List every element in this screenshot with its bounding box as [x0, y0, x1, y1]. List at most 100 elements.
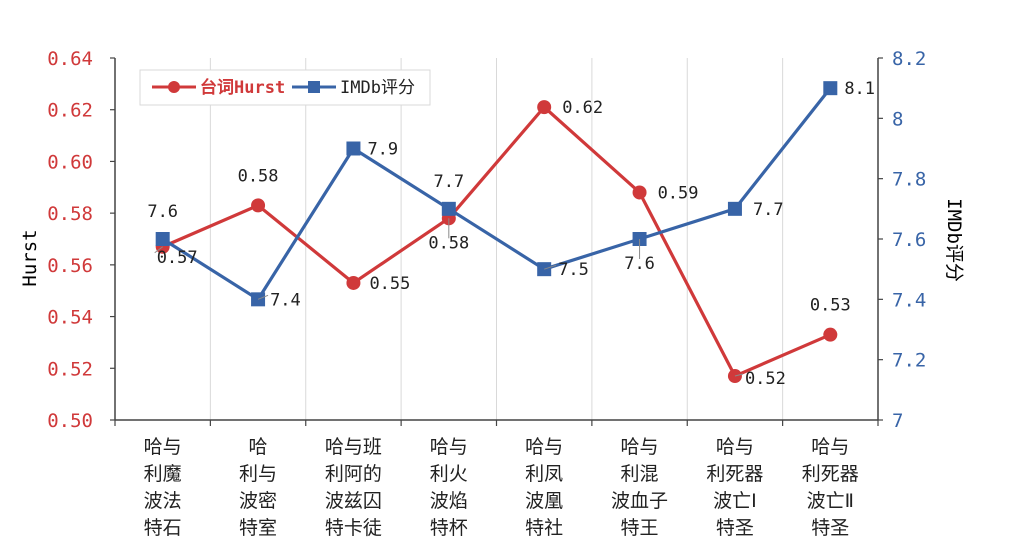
left-axis-title: Hurst [19, 229, 41, 286]
category-label-line: 哈与 [430, 436, 468, 458]
right-tick-label: 7.2 [892, 350, 926, 372]
series-lines [161, 87, 832, 378]
data-label-leader [257, 294, 269, 300]
hurst-data-label: 0.53 [810, 296, 851, 316]
hurst-data-label: 0.62 [562, 98, 603, 118]
category-label-line: 哈与班 [325, 436, 382, 458]
category-label: 哈与利死器波亡Ⅰ 特圣 [706, 436, 763, 539]
category-label-line: 哈与 [716, 436, 754, 458]
right-tick-label: 7.6 [892, 229, 926, 251]
hurst-point [346, 275, 361, 290]
imdb-point [823, 81, 838, 96]
category-label-line: 利与 [239, 463, 277, 485]
category-label-line: 波密 [239, 490, 277, 512]
imdb-point [441, 201, 456, 216]
legend-hurst-label: 台词Hurst [200, 77, 285, 98]
imdb-data-label: 8.1 [844, 79, 875, 99]
category-label-line: 波兹囚 [325, 490, 382, 512]
category-label: 哈与利死器波亡Ⅱ 特圣 [802, 436, 859, 539]
category-label-line: 哈 [249, 436, 268, 458]
hurst-data-label: 0.58 [238, 166, 279, 186]
hurst-data-label: 0.57 [157, 248, 198, 268]
right-tick-label: 8 [892, 108, 903, 130]
imdb-point [727, 201, 742, 216]
category-label-line: 哈与 [621, 436, 659, 458]
category-label-line: 特卡徒 [325, 517, 382, 539]
imdb-point [346, 141, 361, 156]
category-label: 哈利与波密特室 [239, 436, 277, 539]
right-axis-ticks: 7 7.2 7.4 7.6 7.8 8 8.2 [878, 48, 926, 432]
right-tick-label: 7.8 [892, 169, 926, 191]
left-tick-label: 0.52 [47, 358, 93, 380]
category-label-line: 利死器 [706, 463, 763, 485]
hurst-point [537, 100, 552, 115]
left-tick-label: 0.56 [47, 255, 93, 277]
data-label-leader [154, 246, 163, 254]
imdb-data-label: 7.7 [753, 200, 784, 220]
imdb-data-label: 7.7 [433, 172, 464, 192]
data-label-leader [544, 264, 557, 270]
hurst-point [823, 327, 838, 342]
category-label-line: 波焰 [430, 490, 468, 512]
hurst-line [162, 105, 831, 378]
category-label-line: 特圣 [716, 517, 754, 539]
category-label-line: 波凰 [525, 490, 563, 512]
hurst-data-label: 0.59 [658, 183, 699, 203]
right-tick-label: 7 [892, 410, 903, 432]
left-tick-label: 0.50 [47, 410, 93, 432]
hurst-point [251, 198, 266, 213]
category-label-line: 波血子 [611, 490, 668, 512]
category-label-line: 波法 [144, 490, 182, 512]
category-label: 哈与利魔波法特石 [144, 436, 182, 539]
category-label-line: 利混 [621, 463, 659, 485]
category-label-line: 特王 [621, 517, 659, 539]
data-labels: 0.57 0.58 0.55 0.58 0.62 0.59 0.52 0.53 7.6 7.4 7.… [147, 79, 875, 389]
category-label-line: 利死器 [802, 463, 859, 485]
imdb-data-label: 7.9 [367, 140, 398, 160]
hurst-data-label: 0.58 [428, 233, 469, 253]
legend-hurst-marker [168, 81, 180, 93]
left-tick-label: 0.60 [47, 151, 93, 173]
category-label: 哈与利凤波凰特社 [525, 436, 563, 539]
imdb-data-label: 7.6 [147, 202, 178, 222]
category-label-line: 利凤 [525, 463, 563, 485]
left-axis-ticks: 0.50 0.52 0.54 0.56 0.58 0.60 0.62 0.64 [47, 48, 115, 432]
right-axis-title: IMDb评分 [943, 198, 965, 282]
imdb-data-label: 7.4 [270, 290, 301, 310]
category-label-line: 特室 [239, 517, 277, 539]
category-label-line: 特石 [144, 517, 182, 539]
left-tick-label: 0.58 [47, 203, 93, 225]
right-tick-label: 7.4 [892, 289, 926, 311]
category-label-line: 利阿的 [325, 463, 382, 485]
imdb-data-label: 7.6 [624, 254, 655, 274]
category-label: 哈与利火波焰特杯 [430, 436, 468, 539]
right-tick-label: 8.2 [892, 48, 926, 70]
imdb-line [161, 87, 832, 301]
hurst-data-label: 0.55 [369, 274, 410, 294]
legend: 台词Hurst IMDb评分 [139, 69, 431, 106]
category-label-line: 特社 [525, 517, 563, 539]
category-label-line: 波亡Ⅰ [713, 490, 757, 512]
imdb-point [155, 232, 170, 246]
category-label-line: 哈与 [525, 436, 563, 458]
vertical-gridlines [209, 58, 784, 420]
legend-imdb-label: IMDb评分 [340, 78, 415, 98]
hurst-data-label: 0.52 [745, 369, 786, 389]
category-label-line: 哈与 [144, 436, 182, 458]
left-tick-label: 0.54 [47, 307, 93, 329]
category-label-line: 利魔 [144, 463, 182, 485]
imdb-data-label: 7.5 [558, 260, 589, 280]
category-label: 哈与班利阿的波兹囚特卡徒 [325, 436, 382, 539]
category-label-line: 利火 [430, 463, 468, 485]
category-label-line: 哈与 [811, 436, 849, 458]
left-tick-label: 0.64 [47, 48, 93, 70]
hurst-point [632, 185, 647, 200]
category-label-line: 特杯 [430, 517, 468, 539]
data-label-leader [734, 373, 744, 377]
left-tick-label: 0.62 [47, 100, 93, 122]
category-labels: 哈与利魔波法特石哈利与波密特室哈与班利阿的波兹囚特卡徒哈与利火波焰特杯哈与利凤波… [144, 436, 859, 539]
category-label-line: 特圣 [811, 517, 849, 539]
category-label-line: 波亡Ⅱ [807, 490, 854, 512]
legend-imdb-marker [308, 81, 320, 93]
category-label: 哈与利混波血子特王 [611, 436, 668, 539]
